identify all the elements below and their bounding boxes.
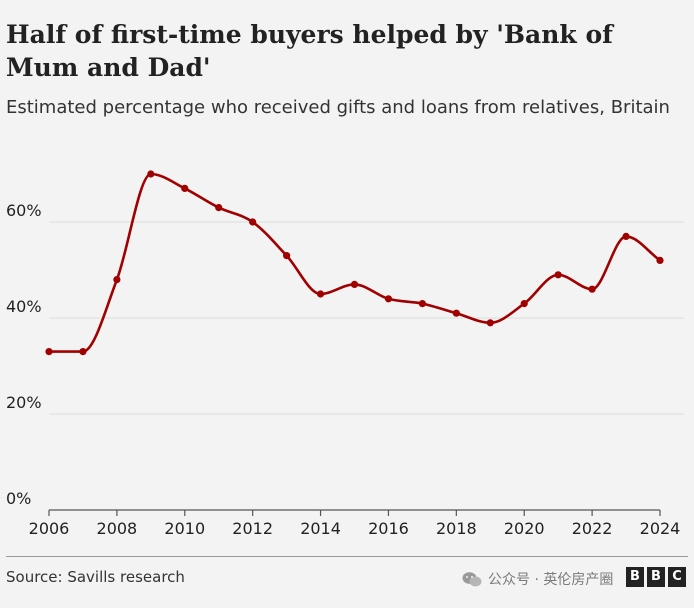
series-line — [48, 172, 661, 353]
bbc-logo-letter-2: B — [647, 567, 665, 587]
x-tick-label: 2010 — [164, 519, 205, 538]
x-tick-label: 2020 — [504, 519, 545, 538]
footer-divider — [6, 556, 688, 557]
data-point — [418, 300, 426, 308]
x-tick-label: 2006 — [29, 519, 70, 538]
bbc-logo-letter-3: C — [668, 567, 686, 587]
y-tick-label: 60% — [6, 201, 42, 220]
wechat-icon — [462, 571, 482, 588]
data-point — [520, 300, 528, 308]
bbc-logo: B B C — [626, 567, 686, 587]
data-point — [283, 252, 291, 260]
x-tick-label: 2018 — [436, 519, 477, 538]
y-tick-label: 0% — [6, 489, 31, 508]
x-tick-label: 2008 — [97, 519, 138, 538]
data-point — [384, 295, 393, 303]
data-point — [79, 348, 87, 356]
x-tick-label: 2024 — [640, 519, 681, 538]
data-point — [316, 290, 325, 298]
source-note: Source: Savills research — [6, 568, 185, 586]
bbc-logo-letter-1: B — [626, 567, 644, 587]
data-point — [350, 280, 359, 288]
data-point — [588, 285, 596, 293]
data-point — [215, 204, 223, 212]
data-point — [656, 256, 664, 264]
x-tick-label: 2022 — [572, 519, 613, 538]
chart-title: Half of first-time buyers helped by 'Ban… — [6, 20, 613, 82]
data-point — [147, 170, 155, 178]
data-point — [554, 271, 562, 279]
data-point — [622, 232, 630, 240]
x-tick-label: 2016 — [368, 519, 409, 538]
x-tick-label: 2014 — [300, 519, 341, 538]
wechat-watermark-text: 公众号 · 英伦房产圈 — [488, 572, 614, 588]
data-point — [181, 184, 189, 192]
y-tick-label: 20% — [6, 393, 42, 412]
data-point — [486, 319, 494, 327]
chart-subtitle: Estimated percentage who received gifts … — [6, 97, 670, 118]
wechat-watermark: 公众号 · 英伦房产圈 — [462, 569, 613, 589]
data-point — [249, 218, 257, 226]
y-tick-label: 40% — [6, 297, 42, 316]
data-point — [113, 276, 121, 284]
line-chart: 0% 20% 40% 60% 2006 2008 2010 2012 2014 2016 2018 2… — [6, 170, 684, 538]
data-point — [45, 348, 53, 356]
x-tick-label: 2012 — [232, 519, 273, 538]
data-point — [452, 309, 460, 317]
